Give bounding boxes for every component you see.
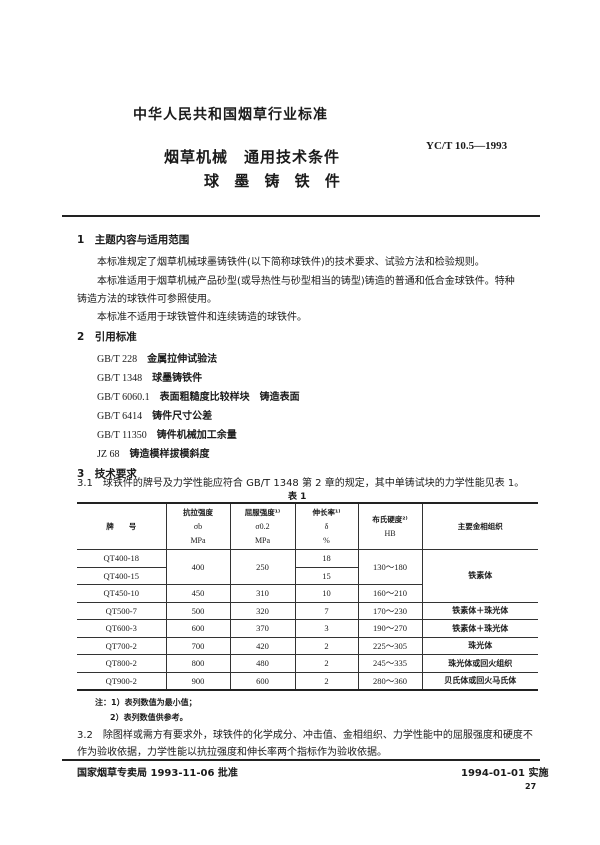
cell-hardness: 280～360 [357,671,423,691]
table-note-2: 2）表列数值供参考。 [110,713,188,722]
cell-elongation: 2 [294,671,359,691]
reference-item: GB/T 6414 铸件尺寸公差 [97,411,213,422]
reference-item: GB/T 6060.1 表面粗糙度比较样块 铸造表面 [97,392,300,403]
paragraph: 本标准适用于烟草机械产品砂型(或导热性与砂型相当的铸型)铸造的普通和低合金球铁件… [97,276,515,287]
section-1-heading: 1 主题内容与适用范围 [77,234,190,246]
table-row: QT450-10 450 310 10 160～210 [77,584,538,603]
cell-yield: 310 [229,584,296,603]
cell-elongation: 7 [294,601,359,620]
cell-microstructure: 珠光体 [421,636,538,655]
table-header-row: 牌 号 抗拉强度 σb MPa 屈服强度¹⁾ σ0.2 MPa 伸长率¹⁾ δ% 布氏硬度… [77,502,538,550]
issuing-body: 中华人民共和国烟草行业标准 [133,107,328,123]
cell-yield: 600 [229,671,296,691]
header-grade: 牌 号 [77,502,167,550]
cell-microstructure: 珠光体或回火组织 [421,654,538,673]
mechanical-properties-table: 牌 号 抗拉强度 σb MPa 屈服强度¹⁾ σ0.2 MPa 伸长率¹⁾ δ% 布氏硬度… [77,502,538,691]
footer-rule [62,759,540,761]
cell-tensile: 800 [165,654,231,673]
cell-yield: 320 [229,601,296,620]
cell-microstructure: 铁素体＋珠光体 [421,601,538,620]
cell-elongation: 15 [294,566,358,585]
cell-hardness: 190～270 [357,619,423,638]
cell-grade: QT400-15 [77,566,167,585]
header-hardness: 布氏硬度²⁾ HB [357,502,423,550]
clause-3-2-cont: 作为验收依据，力学性能以抗拉强度和伸长率两个指标作为验收依据。 [77,747,387,758]
paragraph: 铸造方法的球铁件可参照使用。 [77,294,217,305]
cell-yield: 370 [229,619,296,638]
cell-grade: QT900-2 [77,671,167,691]
header-microstructure: 主要金相组织 [421,502,538,550]
header-rule [62,215,540,217]
cell-grade: QT600-3 [77,619,167,638]
cell-elongation: 10 [294,584,359,603]
cell-grade: QT400-18 [77,549,167,568]
table-row: QT700-2 700 420 2 225～305 珠光体 [77,636,538,655]
reference-item: GB/T 1348 球墨铸铁件 [97,373,203,384]
reference-item: JZ 68 铸造模样拔模斜度 [97,449,210,460]
document-title: 烟草机械 通用技术条件 [164,148,341,166]
table-row: QT800-2 800 480 2 245～335 珠光体或回火组织 [77,654,538,673]
cell-elongation: 2 [294,636,359,655]
cell-microstructure: 铁素体 [421,549,538,603]
cell-yield: 420 [229,636,296,655]
cell-grade: QT700-2 [77,636,167,655]
page-number: 27 [525,782,537,791]
clause-3-1: 3.1 球铁件的牌号及力学性能应符合 GB/T 1348 第 2 章的规定，其中… [77,478,525,489]
effective-date: 1994-01-01 实施 [461,768,549,779]
table-row: QT400-18 400 250 18 130～180 铁素体 [77,549,538,603]
cell-microstructure: 贝氏体或回火马氏体 [421,671,538,691]
cell-hardness: 130～180 [357,549,423,585]
standard-code: YC/T 10.5—1993 [426,140,508,152]
table-row: QT600-3 600 370 3 190～270 铁素体＋珠光体 [77,619,538,638]
cell-tensile: 900 [165,671,231,691]
table-row: QT900-2 900 600 2 280～360 贝氏体或回火马氏体 [77,671,538,691]
header-elongation: 伸长率¹⁾ δ% [294,502,359,550]
cell-grade: QT800-2 [77,654,167,673]
section-3-heading: 3 技术要求 [77,468,137,480]
header-tensile: 抗拉强度 σb MPa [165,502,231,550]
header-yield: 屈服强度¹⁾ σ0.2 MPa [229,502,296,550]
cell-hardness: 160～210 [357,584,422,603]
table-caption: 表 1 [288,492,307,502]
cell-tensile: 500 [165,601,231,620]
cell-hardness: 225～305 [357,636,423,655]
clause-3-2: 3.2 除图样或需方有要求外，球铁件的化学成分、冲击值、金相组织、力学性能中的屈… [77,730,533,741]
reference-item: GB/T 11350 铸件机械加工余量 [97,430,237,441]
cell-grade: QT500-7 [77,601,167,620]
cell-tensile: 600 [165,619,231,638]
reference-item: GB/T 228 金属拉伸试验法 [97,354,218,365]
cell-hardness: 170～230 [357,601,423,620]
cell-yield: 250 [229,549,296,585]
cell-tensile: 450 [165,584,231,603]
approval-line: 国家烟草专卖局 1993-11-06 批准 [77,768,238,779]
cell-grade: QT450-10 [77,584,167,603]
cell-elongation: 18 [294,549,359,568]
table-row: QT500-7 500 320 7 170～230 铁素体＋珠光体 [77,601,538,620]
cell-tensile: 700 [165,636,231,655]
cell-yield: 480 [229,654,296,673]
cell-elongation: 3 [294,619,359,638]
paragraph: 本标准不适用于球铁管件和连续铸造的球铁件。 [97,312,307,323]
paragraph: 本标准规定了烟草机械球墨铸铁件(以下简称球铁件)的技术要求、试验方法和检验规则。 [97,257,485,268]
table-note-1: 注：1）表列数值为最小值； [95,698,197,707]
section-2-heading: 2 引用标准 [77,331,137,343]
document-subtitle: 球 墨 铸 铁 件 [204,172,345,190]
cell-microstructure: 铁素体＋珠光体 [421,619,538,638]
cell-tensile: 400 [165,549,231,585]
cell-hardness: 245～335 [357,654,423,673]
cell-elongation: 2 [294,654,359,673]
